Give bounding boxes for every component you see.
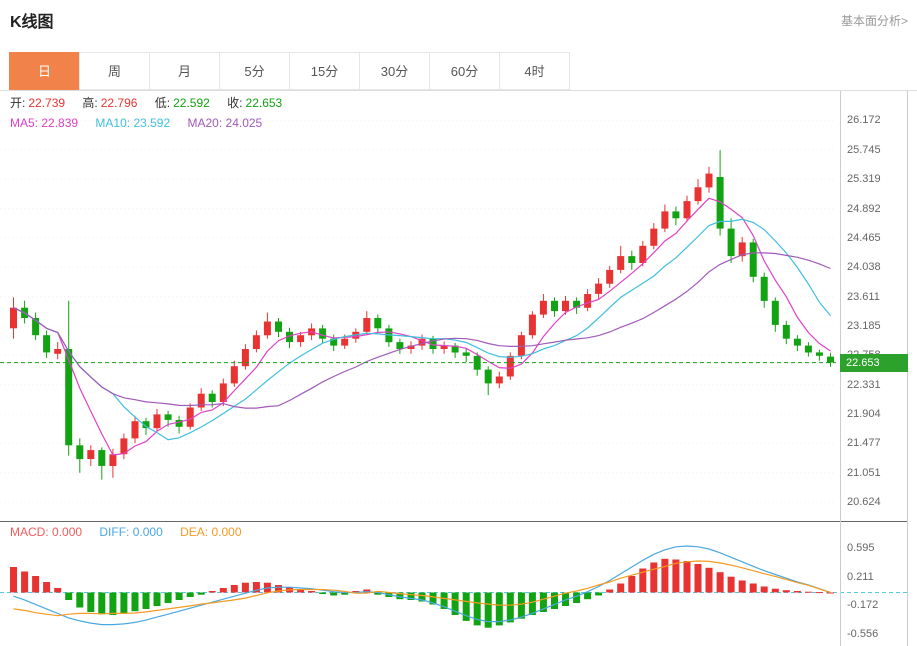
tab-60min[interactable]: 60分 — [429, 52, 500, 90]
y-axis-label: 20.624 — [847, 496, 881, 508]
diff-label: DIFF: — [99, 525, 130, 539]
ma20-line — [13, 252, 831, 409]
ma20-label: MA20: — [187, 116, 223, 130]
y-axis-label: 25.745 — [847, 144, 881, 156]
tab-5min[interactable]: 5分 — [219, 52, 290, 90]
dea-value: 0.000 — [211, 525, 242, 539]
ma5-label: MA5: — [10, 116, 39, 130]
ma10-line — [13, 218, 831, 441]
ma5-value: 22.839 — [41, 116, 79, 130]
macd-axis-label: -0.556 — [847, 628, 879, 640]
low-value: 22.592 — [173, 96, 210, 110]
tab-day[interactable]: 日 — [9, 52, 80, 90]
macd-chart[interactable] — [0, 522, 908, 646]
close-value: 22.653 — [245, 96, 283, 110]
timeframe-tabs: 日 周 月 5分 15分 30分 60分 4时 — [9, 52, 570, 90]
chart-area: 开: 22.739 高: 22.796 低: 22.592 收: 22.653 MA5:… — [0, 90, 917, 646]
fundamental-analysis-link[interactable]: 基本面分析> — [840, 14, 908, 28]
diff-value: 0.000 — [132, 525, 163, 539]
ma-readout: MA5: 22.839 MA10: 23.592 MA20: 24.025 — [10, 116, 276, 131]
open-label: 开: — [10, 96, 26, 110]
ma20-value: 24.025 — [225, 116, 263, 130]
y-axis-label: 23.185 — [847, 320, 881, 332]
y-axis-label: 21.477 — [847, 437, 881, 449]
ma10-label: MA10: — [95, 116, 131, 130]
y-axis-label: 24.465 — [847, 232, 881, 244]
high-value: 22.796 — [100, 96, 138, 110]
macd-value: 0.000 — [52, 525, 83, 539]
macd-readout: MACD: 0.000 DIFF: 0.000 DEA: 0.000 — [10, 525, 256, 540]
page-title: K线图 — [10, 14, 54, 31]
tab-30min[interactable]: 30分 — [359, 52, 430, 90]
current-price-tag: 22.653 — [840, 354, 908, 372]
macd-histogram — [10, 558, 834, 628]
candlestick-chart[interactable] — [0, 91, 840, 521]
diff-line — [13, 545, 831, 626]
macd-axis-label: 0.211 — [847, 571, 874, 583]
open-value: 22.739 — [28, 96, 66, 110]
tab-week[interactable]: 周 — [79, 52, 150, 90]
candles — [10, 150, 834, 480]
y-axis-label: 25.319 — [847, 173, 881, 185]
y-axis-label: 24.038 — [847, 261, 881, 273]
close-label: 收: — [227, 96, 243, 110]
macd-axis-label: 0.595 — [847, 542, 875, 554]
y-axis-label: 22.331 — [847, 379, 881, 391]
ma10-value: 23.592 — [133, 116, 171, 130]
y-axis-label: 26.172 — [847, 114, 881, 126]
macd-axis-label: -0.172 — [847, 599, 879, 611]
ma5-line — [13, 197, 831, 456]
ohlc-readout: 开: 22.739 高: 22.796 低: 22.592 收: 22.653 — [10, 96, 296, 111]
tab-month[interactable]: 月 — [149, 52, 220, 90]
tab-4hour[interactable]: 4时 — [499, 52, 570, 90]
panel-separator — [0, 521, 908, 522]
tab-15min[interactable]: 15分 — [289, 52, 360, 90]
y-axis-label: 21.051 — [847, 467, 881, 479]
y-axis-label: 23.611 — [847, 291, 880, 303]
dea-line — [13, 560, 831, 617]
low-label: 低: — [154, 96, 171, 110]
y-axis-label: 24.892 — [847, 203, 881, 215]
dea-label: DEA: — [180, 525, 209, 539]
macd-label: MACD: — [10, 525, 49, 539]
y-axis-label: 21.904 — [847, 408, 881, 420]
high-label: 高: — [82, 96, 98, 110]
